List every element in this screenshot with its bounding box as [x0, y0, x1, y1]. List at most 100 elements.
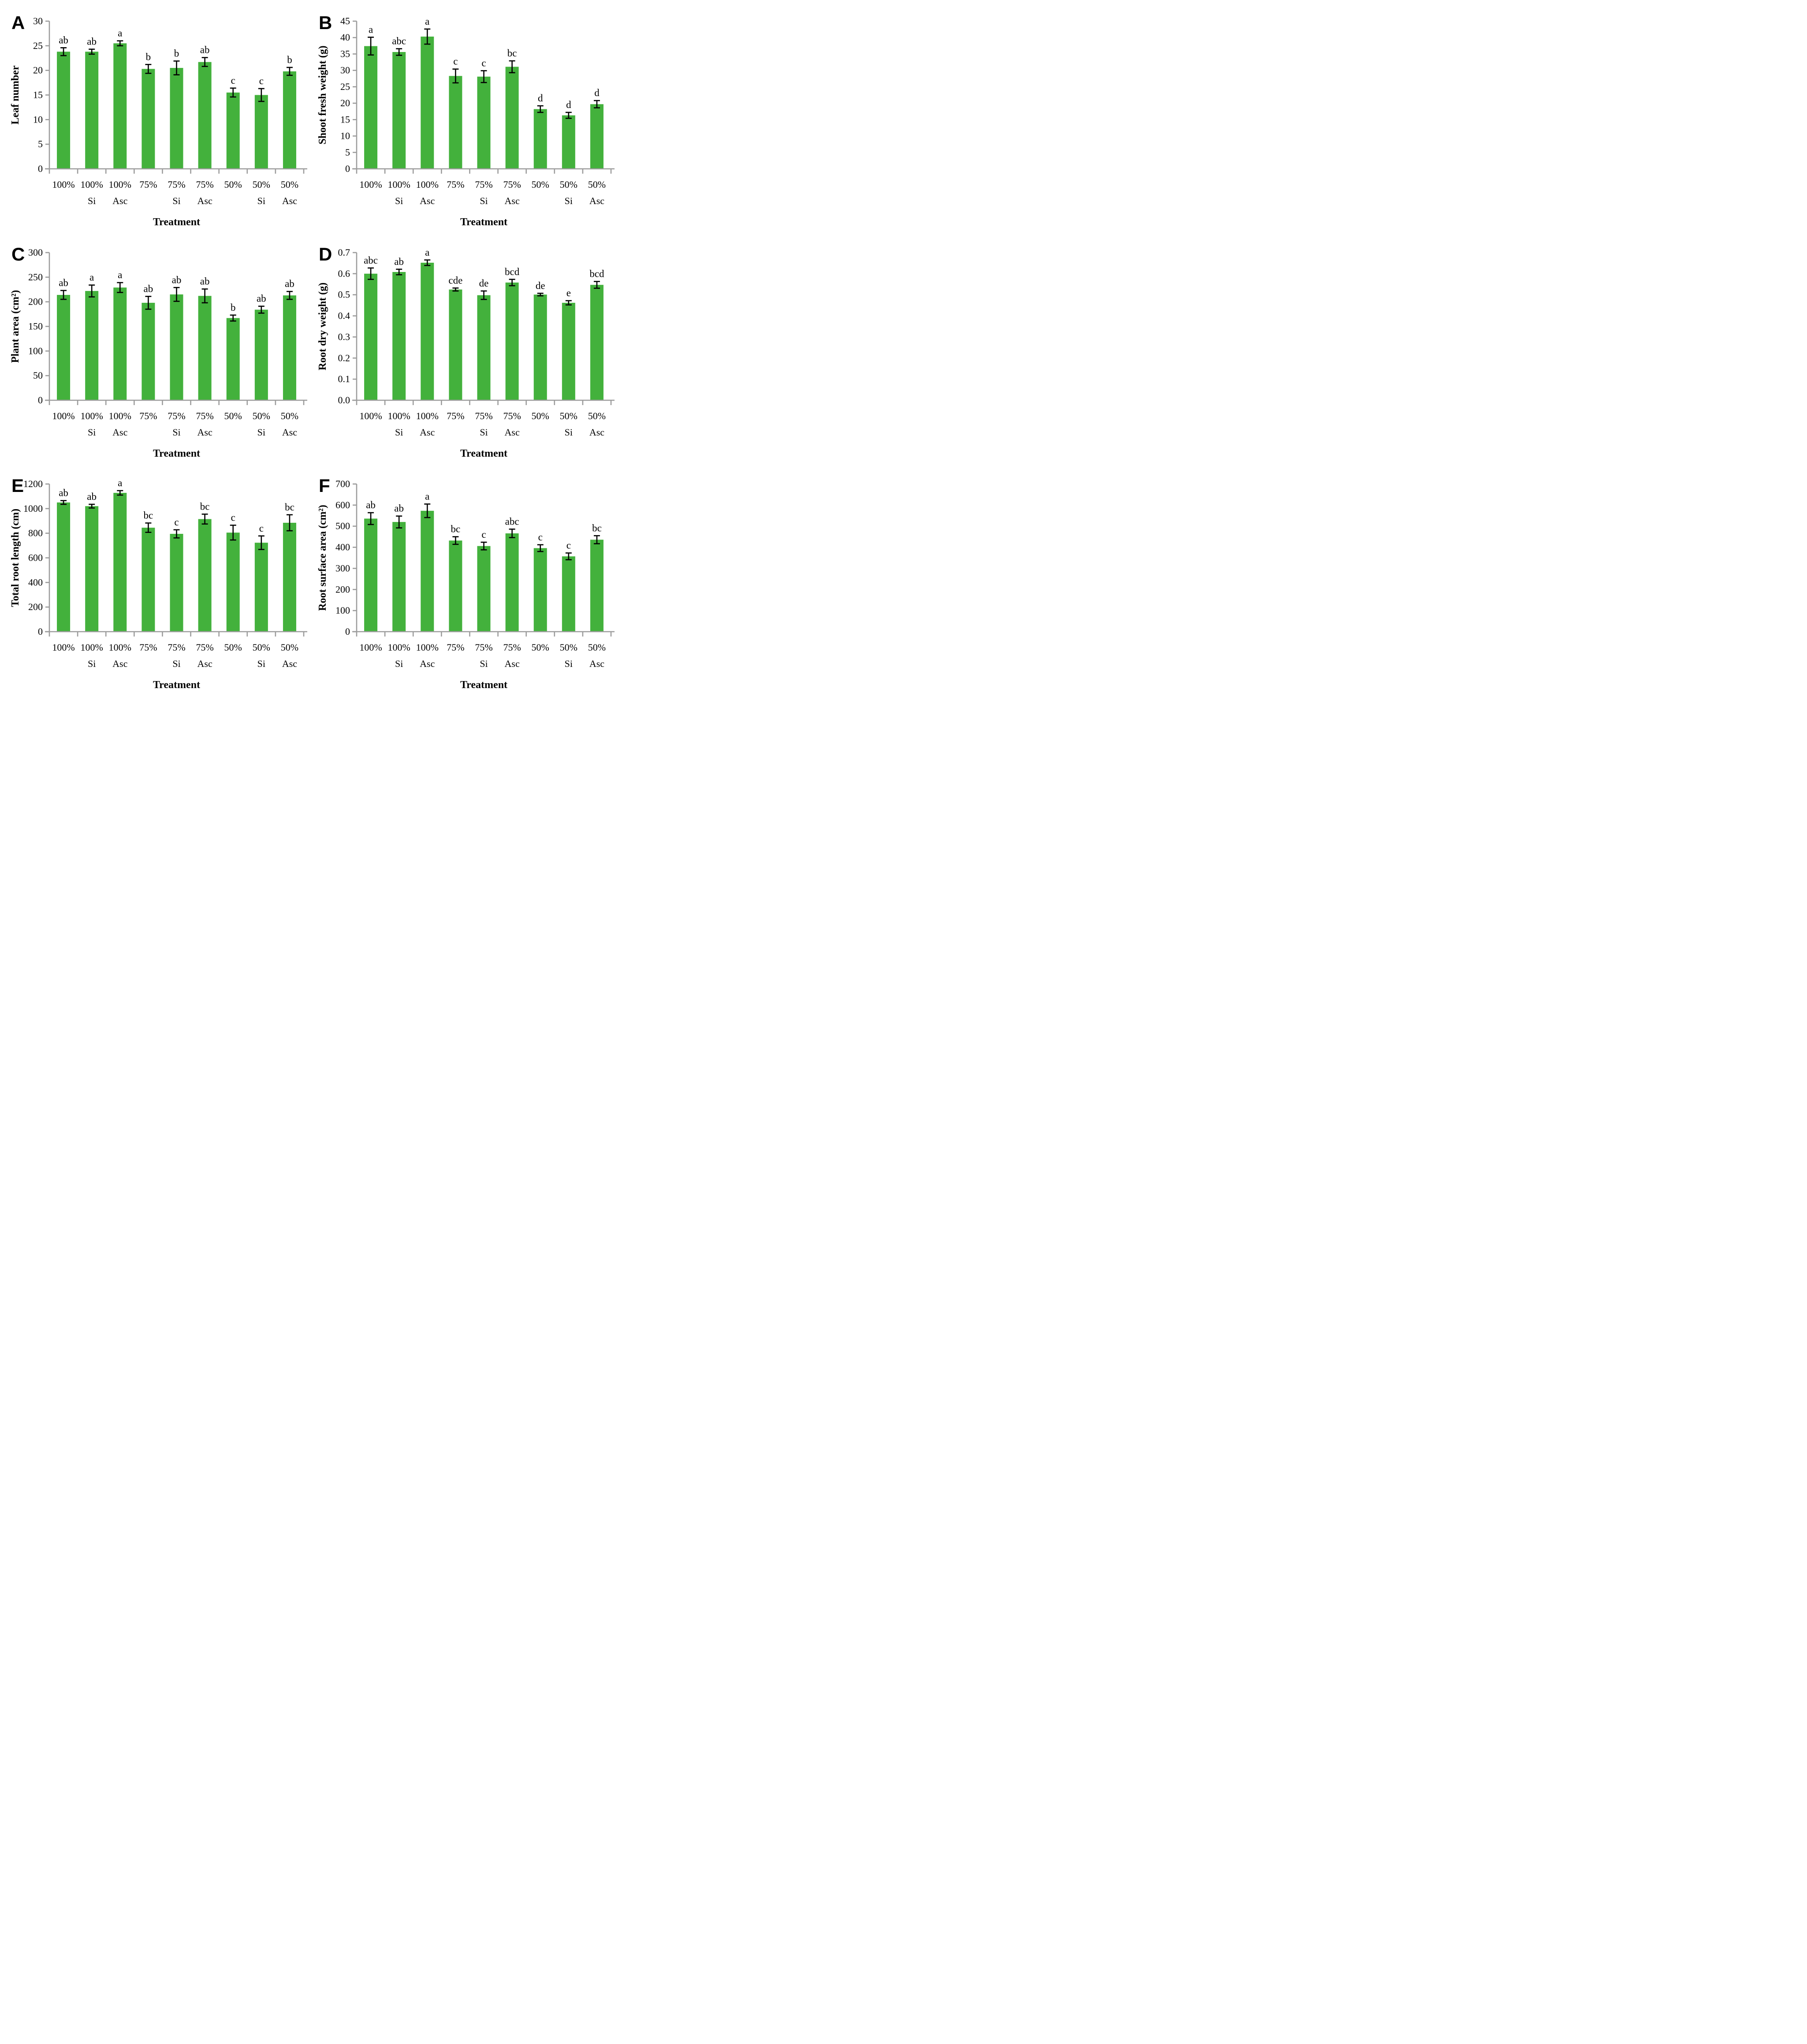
panel-letter-C: C — [11, 244, 25, 264]
x-cat-label-line2: Si — [395, 427, 403, 438]
x-cat-label-line2: Asc — [420, 658, 435, 669]
y-tick-label: 0.7 — [338, 247, 350, 258]
sig-letter-A-4: b — [174, 48, 179, 59]
y-tick-label: 300 — [28, 247, 43, 258]
sig-letter-D-8: bcd — [589, 268, 604, 279]
sig-letter-B-5: bc — [507, 48, 517, 59]
x-cat-label-line2: Si — [565, 658, 573, 669]
error-bar-D-0 — [368, 267, 374, 280]
sig-letter-E-3: bc — [144, 510, 153, 521]
error-bar-F-0 — [368, 512, 374, 525]
x-cat-label-line1: 100% — [81, 642, 103, 653]
y-tick-label: 0 — [38, 626, 43, 637]
y-tick-label: 0.6 — [338, 268, 350, 279]
x-cat-label-line1: 100% — [359, 179, 382, 190]
x-axis-title-E: Treatment — [153, 679, 200, 691]
bar-A-8 — [283, 71, 296, 169]
bar-E-7 — [254, 543, 268, 632]
error-bar-E-7 — [258, 535, 265, 550]
sig-letter-D-7: e — [566, 287, 571, 298]
bar-F-4 — [477, 546, 491, 632]
x-cat-label-line2: Si — [257, 195, 265, 206]
y-tick-label: 200 — [335, 584, 350, 595]
sig-letter-F-6: c — [538, 532, 543, 543]
bar-E-3 — [142, 528, 155, 632]
y-tick-label: 10 — [33, 114, 43, 125]
error-bar-B-1 — [396, 48, 402, 56]
error-bar-C-4 — [173, 287, 180, 302]
x-cat-label-line2: Asc — [505, 427, 520, 438]
y-tick-label: 10 — [340, 130, 350, 141]
x-cat-label-line1: 50% — [224, 179, 242, 190]
x-cat-label-line1: 50% — [253, 410, 270, 421]
panel-B: a abc a c c bc d d d 0 5 10 15 20 25 30 35 40 45 100% 100% Si… — [315, 8, 616, 235]
error-bar-A-0 — [60, 47, 67, 56]
bar-D-1 — [392, 272, 406, 400]
y-tick-label: 15 — [340, 114, 350, 125]
sig-letter-C-5: ab — [200, 276, 210, 287]
x-cat-label-line1: 75% — [196, 410, 213, 421]
panel-E-chart: ab ab a bc c bc c c bc 0 200 400 600 800 1000 1200 100% 1… — [10, 475, 307, 691]
y-axis-title-C: Plant area (cm²) — [10, 290, 21, 363]
sig-letter-B-6: d — [538, 93, 543, 104]
x-cat-label-line2: Si — [480, 427, 488, 438]
bar-E-4 — [170, 534, 183, 632]
x-cat-label-line1: 50% — [224, 410, 242, 421]
error-bar-C-5 — [201, 288, 208, 304]
x-cat-label-line1: 100% — [388, 179, 410, 190]
x-cat-label-line1: 50% — [560, 642, 577, 653]
y-tick-label: 20 — [340, 97, 350, 108]
y-tick-label: 500 — [335, 521, 350, 532]
x-cat-label-line1: 75% — [447, 179, 464, 190]
x-cat-label-line1: 50% — [588, 410, 606, 421]
sig-letter-E-0: ab — [59, 488, 68, 499]
bar-C-2 — [113, 287, 127, 400]
bar-C-8 — [283, 295, 296, 400]
x-cat-label-line1: 100% — [52, 179, 75, 190]
y-tick-label: 0.0 — [338, 395, 350, 406]
x-cat-label-line1: 75% — [168, 410, 185, 421]
y-tick-label: 1200 — [23, 478, 43, 489]
error-bar-A-8 — [286, 67, 293, 76]
sig-letter-B-8: d — [594, 87, 600, 98]
bar-C-3 — [142, 302, 155, 400]
bar-D-7 — [562, 302, 575, 400]
sig-letter-B-3: c — [453, 56, 458, 67]
error-bar-A-5 — [201, 57, 208, 67]
x-cat-label-line1: 50% — [532, 642, 549, 653]
bar-E-8 — [283, 522, 296, 632]
error-bar-D-4 — [481, 290, 487, 300]
axes-E — [45, 483, 307, 637]
x-cat-label-line1: 50% — [281, 642, 298, 653]
bar-B-7 — [562, 115, 575, 169]
bar-B-1 — [392, 52, 406, 169]
bar-A-1 — [85, 52, 99, 169]
panel-letter-A: A — [11, 12, 25, 33]
bar-A-0 — [57, 52, 71, 169]
x-cat-label-line1: 75% — [475, 179, 492, 190]
x-axis-title-C: Treatment — [153, 448, 200, 459]
x-axis-title-A: Treatment — [153, 216, 200, 228]
bar-E-1 — [85, 506, 99, 632]
x-cat-label-line1: 100% — [81, 410, 103, 421]
bar-C-4 — [170, 294, 183, 400]
sig-letter-E-5: bc — [200, 501, 210, 512]
bar-B-2 — [421, 36, 434, 169]
sig-letter-D-3: cde — [448, 275, 462, 286]
axes-C — [45, 252, 307, 405]
error-bar-B-3 — [452, 68, 459, 84]
x-cat-label-line1: 75% — [475, 642, 492, 653]
error-bar-B-8 — [593, 100, 600, 108]
panel-A: ab ab a b b ab c c b 0 5 10 15 20 25 30 100% 100% Si 100% As… — [8, 8, 309, 235]
sig-letter-A-3: b — [146, 51, 151, 62]
panel-C: ab a a ab ab ab b ab ab 0 50 100 150 200 250 300 100% 100… — [8, 239, 309, 466]
y-tick-label: 20 — [33, 65, 43, 76]
panel-letter-B: B — [319, 12, 332, 33]
y-tick-label: 40 — [340, 32, 350, 43]
axes-B — [352, 20, 615, 174]
error-bar-D-1 — [396, 268, 402, 276]
sig-letter-F-8: bc — [592, 522, 602, 533]
bar-E-6 — [226, 532, 240, 632]
y-tick-label: 400 — [335, 542, 350, 553]
figure-grid: ab ab a b b ab c c b 0 5 10 15 20 25 30 100% 100% Si 100% As… — [0, 0, 624, 706]
